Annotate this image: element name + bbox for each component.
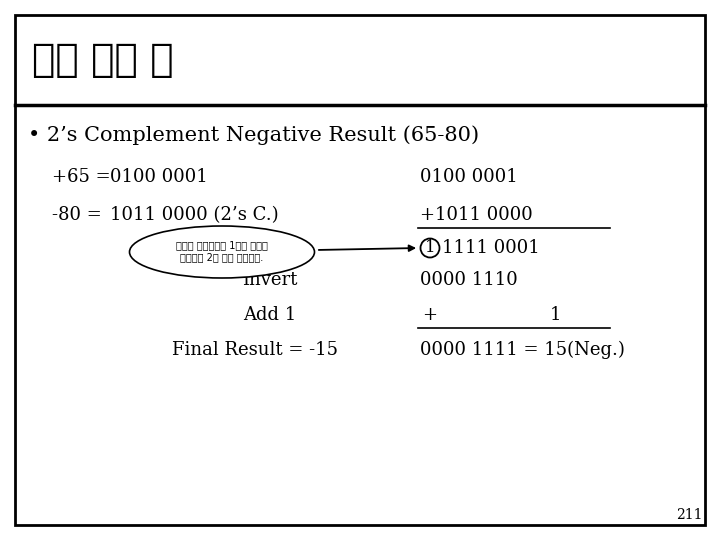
- Ellipse shape: [130, 226, 315, 278]
- Text: 1011 0000 (2’s C.): 1011 0000 (2’s C.): [110, 206, 279, 224]
- Text: -80 =: -80 =: [52, 206, 107, 224]
- Text: +: +: [423, 306, 438, 324]
- Text: Final Result = -15: Final Result = -15: [172, 341, 338, 359]
- Text: 0100 0001: 0100 0001: [110, 168, 208, 186]
- Text: 1: 1: [549, 306, 561, 324]
- Text: 0100 0001: 0100 0001: [420, 168, 518, 186]
- Text: 211: 211: [677, 508, 703, 522]
- Text: 1: 1: [425, 240, 436, 256]
- Text: 0000 1111 = 15(Neg.): 0000 1111 = 15(Neg.): [420, 341, 625, 359]
- Text: +1011 0000: +1011 0000: [420, 206, 533, 224]
- Text: Invert: Invert: [243, 271, 297, 289]
- Text: • 2’s Complement Negative Result (65-80): • 2’s Complement Negative Result (65-80): [28, 125, 479, 145]
- Text: 음수 결과 예: 음수 결과 예: [32, 41, 174, 79]
- Text: +65 =: +65 =: [52, 168, 117, 186]
- Text: 결과의 부호비트가 1이면 그것은
음수이고 2의 보수 형태이다.: 결과의 부호비트가 1이면 그것은 음수이고 2의 보수 형태이다.: [176, 240, 268, 262]
- Text: 0000 1110: 0000 1110: [420, 271, 518, 289]
- Text: 1111 0001: 1111 0001: [442, 239, 540, 257]
- Text: Add 1: Add 1: [243, 306, 297, 324]
